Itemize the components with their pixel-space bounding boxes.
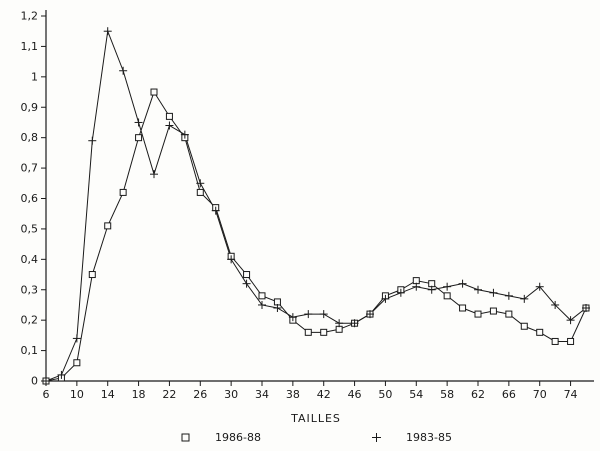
svg-text:0,8: 0,8 <box>21 131 39 144</box>
svg-text:14: 14 <box>101 388 115 401</box>
svg-text:1,2: 1,2 <box>21 10 39 23</box>
svg-text:46: 46 <box>348 388 362 401</box>
svg-text:54: 54 <box>409 388 423 401</box>
svg-text:10: 10 <box>70 388 84 401</box>
svg-text:50: 50 <box>378 388 392 401</box>
svg-text:0,6: 0,6 <box>21 192 39 205</box>
legend-label-1983-85: 1983-85 <box>406 431 452 444</box>
svg-text:74: 74 <box>564 388 578 401</box>
svg-text:0,4: 0,4 <box>21 253 39 266</box>
svg-text:0,2: 0,2 <box>21 314 39 327</box>
legend-label-1986-88: 1986-88 <box>215 431 261 444</box>
svg-text:42: 42 <box>317 388 331 401</box>
svg-text:0: 0 <box>31 375 38 388</box>
x-axis-title: TAILLES <box>291 412 341 425</box>
legend-item-1983-85: 1983-85 <box>371 431 452 444</box>
svg-text:30: 30 <box>224 388 238 401</box>
svg-text:58: 58 <box>440 388 454 401</box>
plot-area: 0 0,1 0,2 0,3 0,4 0,5 0,6 0,7 0,8 0,9 1 1,1 1,2 6 10 14… <box>21 10 594 401</box>
svg-text:34: 34 <box>255 388 269 401</box>
svg-text:22: 22 <box>162 388 176 401</box>
svg-text:62: 62 <box>471 388 485 401</box>
svg-text:66: 66 <box>502 388 516 401</box>
svg-text:0,7: 0,7 <box>21 162 39 175</box>
svg-text:18: 18 <box>132 388 146 401</box>
svg-text:0,5: 0,5 <box>21 222 39 235</box>
svg-text:38: 38 <box>286 388 300 401</box>
svg-text:6: 6 <box>43 388 50 401</box>
square-marker-icon <box>181 433 190 442</box>
svg-text:1,1: 1,1 <box>21 40 39 53</box>
legend-item-1986-88: 1986-88 <box>180 431 261 444</box>
svg-text:1: 1 <box>31 70 38 83</box>
svg-text:0,1: 0,1 <box>21 344 39 357</box>
legend: 1986-88 1983-85 <box>46 431 586 444</box>
svg-text:26: 26 <box>193 388 207 401</box>
svg-text:0,9: 0,9 <box>21 101 39 114</box>
plus-marker-icon <box>372 433 381 442</box>
svg-text:0,3: 0,3 <box>21 283 39 296</box>
svg-text:70: 70 <box>533 388 547 401</box>
